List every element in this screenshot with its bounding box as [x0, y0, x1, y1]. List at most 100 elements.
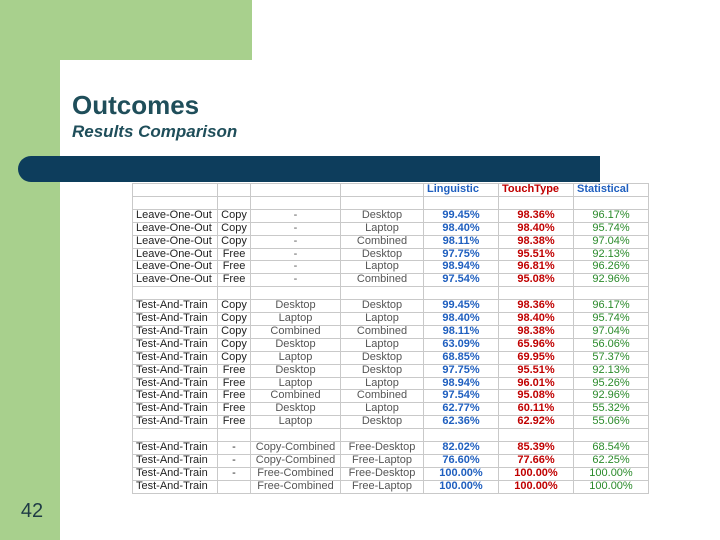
test-cell: Desktop — [340, 299, 424, 314]
train-cell: Laptop — [250, 312, 341, 326]
linguistic-cell: 100.00% — [423, 466, 499, 481]
mode-cell: - — [217, 466, 251, 481]
test-cell: Desktop — [340, 247, 424, 262]
spacer-cell — [498, 195, 574, 210]
train-cell: Combined — [250, 324, 341, 339]
header-cell-empty — [250, 183, 341, 197]
mode-cell: Free — [217, 389, 251, 404]
statistical-cell: 55.32% — [573, 402, 649, 417]
train-cell: Copy-Combined — [250, 453, 341, 468]
test-cell: Laptop — [340, 221, 424, 236]
mode-cell: Free — [217, 260, 251, 275]
method-cell: Test-And-Train — [132, 363, 218, 378]
table-row: Test-And-Train Copy Laptop Desktop 68.85% 69.… — [132, 350, 649, 365]
linguistic-cell: 98.11% — [423, 324, 499, 339]
method-cell: Leave-One-Out — [132, 260, 218, 275]
linguistic-cell: 98.94% — [423, 260, 499, 275]
table-row: Test-And-Train Copy Desktop Laptop 63.09% 65.… — [132, 337, 649, 352]
linguistic-cell: 68.85% — [423, 350, 499, 365]
spacer-cell — [498, 286, 574, 301]
spacer-cell — [573, 286, 649, 301]
title-divider-bar — [18, 156, 600, 182]
spacer-cell — [573, 428, 649, 443]
mode-cell: Free — [217, 363, 251, 378]
linguistic-cell: 98.40% — [423, 312, 499, 326]
test-cell: Desktop — [340, 208, 424, 223]
mode-cell: Copy — [217, 221, 251, 236]
statistical-cell: 96.26% — [573, 260, 649, 275]
touchtype-cell: 100.00% — [498, 466, 574, 481]
table-row: Leave-One-Out Copy - Desktop 99.45% 98.36% 96.… — [132, 208, 649, 223]
statistical-cell: 55.06% — [573, 415, 649, 430]
statistical-cell: 62.25% — [573, 453, 649, 468]
table-row: Test-And-Train Free Desktop Desktop 97.75% 95… — [132, 363, 649, 378]
statistical-cell: 92.13% — [573, 363, 649, 378]
method-cell: Leave-One-Out — [132, 208, 218, 223]
method-cell: Test-And-Train — [132, 466, 218, 481]
touchtype-cell: 98.38% — [498, 234, 574, 249]
statistical-cell: 100.00% — [573, 479, 649, 494]
table-row: Test-And-Train - Copy-Combined Free-Desktop… — [132, 441, 649, 455]
method-cell: Test-And-Train — [132, 312, 218, 326]
method-cell: Test-And-Train — [132, 415, 218, 430]
test-cell: Laptop — [340, 312, 424, 326]
train-cell: Free-Combined — [250, 479, 341, 494]
table-row: Leave-One-Out Copy - Laptop 98.40% 98.40% 95.7… — [132, 221, 649, 236]
method-cell: Test-And-Train — [132, 402, 218, 417]
linguistic-cell: 97.54% — [423, 389, 499, 404]
mode-cell: Free — [217, 415, 251, 430]
spacer-row — [132, 286, 649, 301]
spacer-cell — [340, 428, 424, 443]
test-cell: Combined — [340, 324, 424, 339]
train-cell: Combined — [250, 389, 341, 404]
train-cell: - — [250, 247, 341, 262]
test-cell: Laptop — [340, 260, 424, 275]
spacer-cell — [250, 195, 341, 210]
train-cell: Copy-Combined — [250, 441, 341, 455]
spacer-cell — [132, 195, 218, 210]
mode-cell: Copy — [217, 324, 251, 339]
spacer-cell — [423, 286, 499, 301]
touchtype-cell: 95.08% — [498, 273, 574, 288]
mode-cell: - — [217, 441, 251, 455]
test-cell: Free-Desktop — [340, 441, 424, 455]
test-cell: Free-Laptop — [340, 479, 424, 494]
statistical-cell: 92.96% — [573, 273, 649, 288]
touchtype-cell: 98.36% — [498, 299, 574, 314]
linguistic-cell: 98.94% — [423, 376, 499, 391]
spacer-cell — [132, 428, 218, 443]
mode-cell: Copy — [217, 299, 251, 314]
method-cell: Test-And-Train — [132, 479, 218, 494]
linguistic-cell: 97.75% — [423, 247, 499, 262]
table-row: Test-And-Train Free Laptop Laptop 98.94% 96.0… — [132, 376, 649, 391]
train-cell: Laptop — [250, 350, 341, 365]
train-cell: Desktop — [250, 299, 341, 314]
spacer-cell — [423, 195, 499, 210]
statistical-cell: 56.06% — [573, 337, 649, 352]
train-cell: Desktop — [250, 402, 341, 417]
statistical-cell: 96.17% — [573, 208, 649, 223]
linguistic-cell: 98.40% — [423, 221, 499, 236]
touchtype-cell: 69.95% — [498, 350, 574, 365]
mode-cell: Free — [217, 273, 251, 288]
method-cell: Test-And-Train — [132, 441, 218, 455]
linguistic-cell: 99.45% — [423, 299, 499, 314]
table-row: Test-And-Train - Copy-Combined Free-Laptop 7… — [132, 453, 649, 468]
mode-cell: Copy — [217, 234, 251, 249]
linguistic-cell: 97.75% — [423, 363, 499, 378]
test-cell: Combined — [340, 389, 424, 404]
table-row: Test-And-Train Copy Laptop Laptop 98.40% 98.4… — [132, 312, 649, 326]
spacer-cell — [217, 195, 251, 210]
spacer-row — [132, 428, 649, 443]
mode-cell: Free — [217, 402, 251, 417]
statistical-cell: 100.00% — [573, 466, 649, 481]
method-cell: Leave-One-Out — [132, 273, 218, 288]
slide-number: 42 — [20, 500, 44, 522]
page-subtitle: Results Comparison — [72, 122, 238, 141]
train-cell: Laptop — [250, 415, 341, 430]
table-row: Leave-One-Out Copy - Combined 98.11% 98.38% 97… — [132, 234, 649, 249]
test-cell: Laptop — [340, 376, 424, 391]
page-title: Outcomes — [72, 90, 200, 120]
linguistic-cell: 98.11% — [423, 234, 499, 249]
statistical-cell: 97.04% — [573, 324, 649, 339]
